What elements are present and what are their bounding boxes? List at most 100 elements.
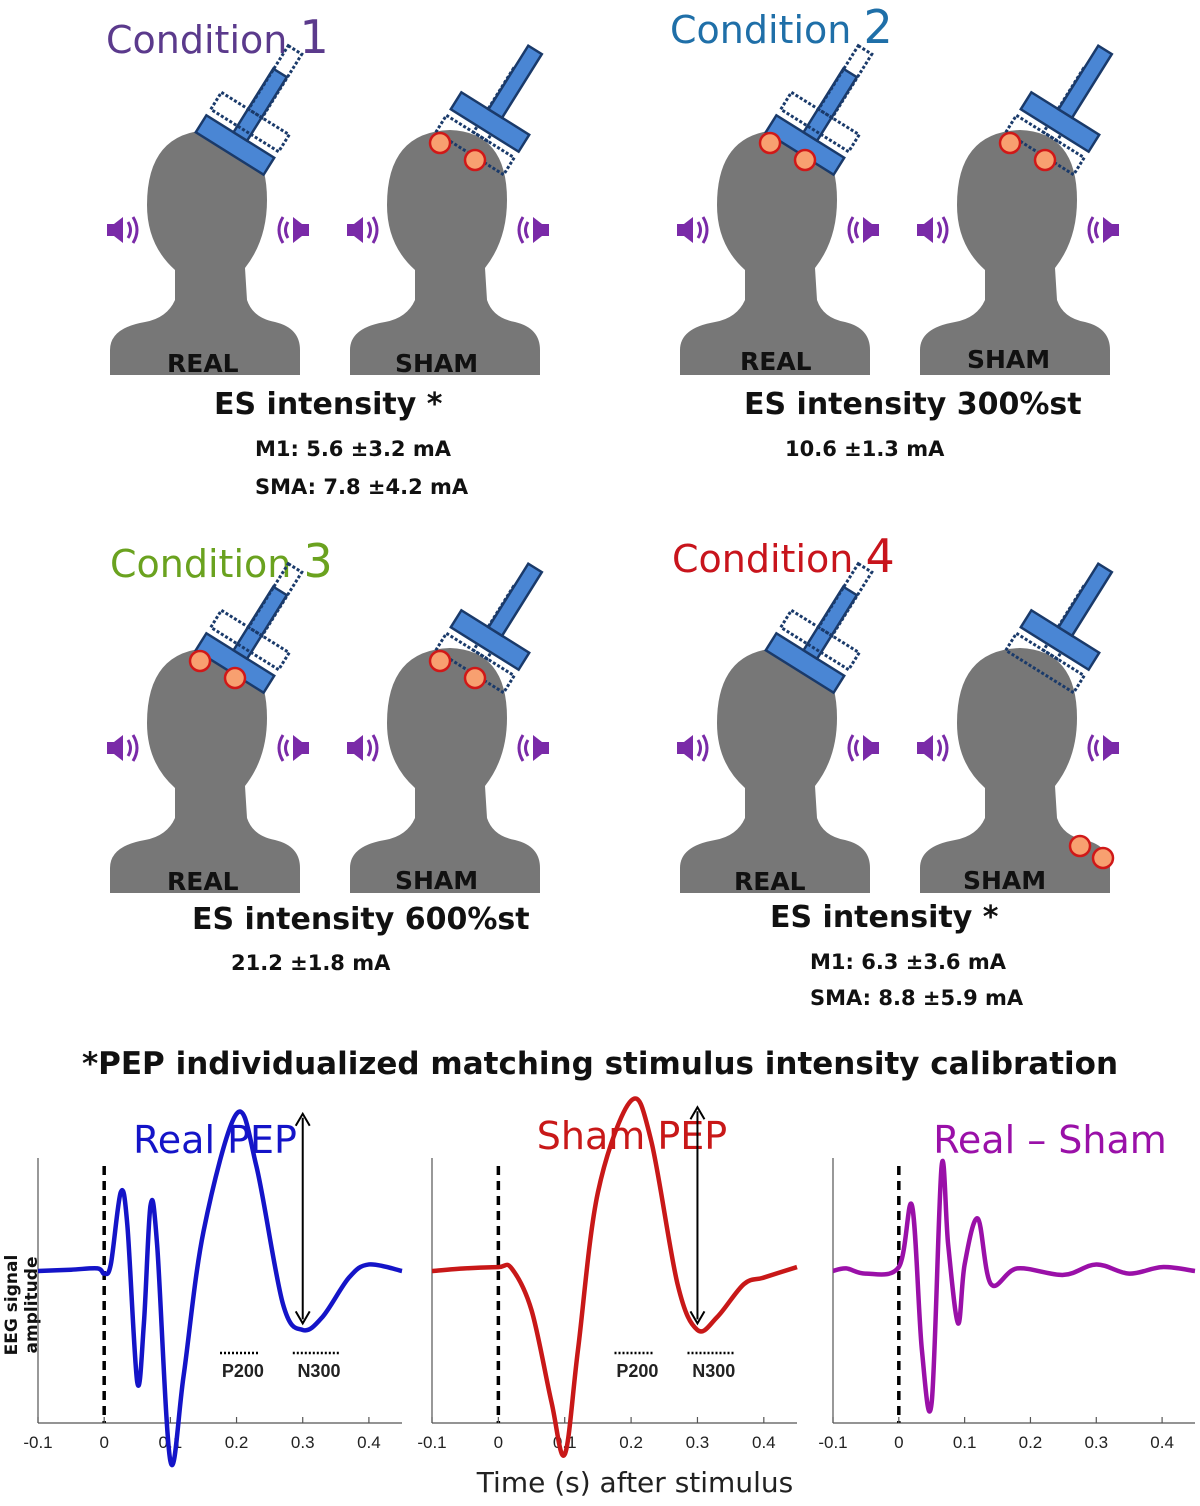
head-c4-sham [917,561,1119,893]
x-tick-label: 0.4 [1150,1433,1174,1452]
condition-number: 2 [863,0,893,54]
condition-number: 4 [865,529,895,583]
es-intensity-c1: ES intensity * [214,387,443,422]
electrode-icon [1091,846,1115,870]
head-silhouette [110,130,300,375]
condition-word: Condition [110,542,292,586]
condition-4-title: Condition 4 [672,533,895,579]
es-intensity-c2: ES intensity 300%st [744,387,1082,422]
x-axis-label: Time (s) after stimulus [476,1466,794,1499]
waveform-line [431,1096,798,1458]
speaker-icon [917,216,949,244]
condition-head-illustrations [107,43,1119,893]
tms-coil-real-raised [1019,561,1114,672]
speaker-icon [347,734,379,762]
condition-number: 3 [303,534,333,588]
es-intensity-c3: ES intensity 600%st [192,902,530,937]
sham-label-c3: SHAM [395,866,479,895]
electrode-icon [1033,148,1057,172]
intensity-value-c1-sma: SMA: 7.8 ±4.2 mA [255,475,469,499]
electrode-icon [998,131,1022,155]
intensity-value-c2: 10.6 ±1.3 mA [785,437,945,461]
x-tick-label: -0.1 [23,1433,52,1452]
panel-2: -0.1 0 0.1 0.2 0.3 0.4 [818,1158,1196,1452]
electrode-icon [428,131,452,155]
head-silhouette [680,130,870,375]
electrode-icon [223,666,247,690]
x-tick-label: 0 [494,1433,503,1452]
electrode-icon [1068,834,1092,858]
panel-title-real-minus-sham: Real – Sham [933,1118,1167,1162]
condition-word: Condition [672,537,854,581]
x-tick-label: 0.3 [686,1433,710,1452]
head-silhouette [350,130,540,375]
sham-label-c1: SHAM [395,349,479,378]
real-label-c1: REAL [167,349,239,378]
tms-coil-real [194,584,289,695]
x-tick-label: -0.1 [417,1433,446,1452]
condition-word: Condition [670,8,852,52]
x-tick-label: 0.4 [752,1433,776,1452]
component-label: P200 [222,1361,264,1381]
sham-label-c2: SHAM [967,345,1051,374]
head-c4-real [677,561,879,893]
condition-word: Condition [106,18,288,62]
waveform-line [37,1109,403,1468]
panel-title-sham-pep: Sham PEP [536,1114,728,1158]
speaker-icon [1087,734,1119,762]
arrowhead [294,1111,311,1127]
tms-coil-real-raised [449,43,544,154]
x-tick-label: -0.1 [818,1433,847,1452]
electrode-icon [793,148,817,172]
component-label: P200 [616,1361,658,1381]
component-label: N300 [297,1361,340,1381]
electrode-icon [463,666,487,690]
x-tick-label: 0.2 [1019,1433,1043,1452]
x-tick-label: 0.2 [619,1433,643,1452]
tms-coil-real-raised [449,561,544,672]
head-c2-sham [917,43,1119,375]
speaker-icon [107,216,139,244]
x-tick-label: 0.3 [1084,1433,1108,1452]
x-tick-label: 0.2 [225,1433,249,1452]
head-silhouette [920,130,1110,375]
x-tick-label: 0.4 [357,1433,381,1452]
head-silhouette [680,648,870,893]
footnote: *PEP individualized matching stimulus in… [81,1046,1119,1082]
intensity-value-c1-m1: M1: 5.6 ±3.2 mA [255,437,451,461]
speaker-icon [677,734,709,762]
condition-2-title: Condition 2 [670,4,893,50]
real-label-c2: REAL [740,347,812,376]
intensity-value-c4-m1: M1: 6.3 ±3.6 mA [810,950,1006,974]
speaker-icon [517,216,549,244]
intensity-value-c4-sma: SMA: 8.8 ±5.9 mA [810,986,1024,1010]
head-silhouette [920,648,1110,893]
panel-title-real-pep: Real PEP [133,1118,297,1162]
x-tick-label: 0.3 [291,1433,315,1452]
speaker-icon [277,216,309,244]
speaker-icon [347,216,379,244]
condition-1-title: Condition 1 [106,14,329,60]
speaker-icon [1087,216,1119,244]
x-tick-label: 0 [99,1433,108,1452]
es-intensity-c4: ES intensity * [770,900,999,935]
x-tick-label: 0.1 [953,1433,977,1452]
arrowhead [689,1310,706,1326]
electrode-icon [428,649,452,673]
condition-number: 1 [299,10,329,64]
real-label-c3: REAL [167,867,239,896]
speaker-icon [277,734,309,762]
head-c3-sham [347,561,549,893]
speaker-icon [107,734,139,762]
speaker-icon [517,734,549,762]
x-tick-label: 0 [894,1433,903,1452]
electrode-icon [188,649,212,673]
sham-label-c4: SHAM [963,866,1047,895]
speaker-icon [677,216,709,244]
real-label-c4: REAL [734,867,806,896]
speaker-icon [847,734,879,762]
